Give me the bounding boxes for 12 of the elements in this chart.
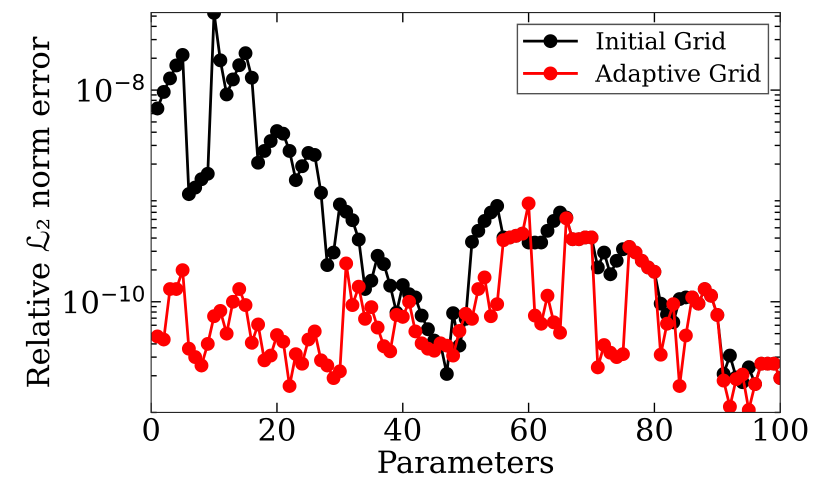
legend-label: Initial Grid	[596, 31, 726, 50]
y-axis-title: Relative ℒ₂ norm error	[26, 36, 50, 387]
x-tick-label: 60	[511, 418, 546, 441]
legend-label: Adaptive Grid	[595, 64, 761, 87]
x-tick-label: 0	[143, 418, 159, 441]
x-tick-label: 100	[754, 418, 808, 441]
y-tick-label: 10$^{−10}$	[64, 286, 144, 314]
x-tick-label: 40	[384, 418, 420, 441]
x-tick-label: 80	[637, 418, 672, 441]
y-tick-label: 10$^{−8}$	[78, 74, 144, 102]
x-axis-title: Parameters	[378, 450, 554, 474]
x-tick-label: 20	[260, 418, 294, 441]
